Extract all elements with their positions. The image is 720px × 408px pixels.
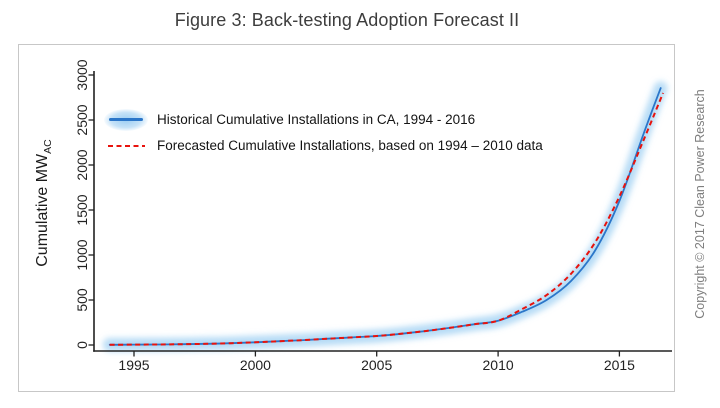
- y-tick-label-500: 500: [74, 288, 90, 312]
- forecast-swatch: [104, 134, 148, 158]
- figure-title: Figure 3: Back-testing Adoption Forecast…: [174, 10, 520, 30]
- x-tick-label-2005: 2005: [361, 357, 393, 373]
- x-tick-label-2010: 2010: [482, 357, 514, 373]
- legend-item-forecast: Forecasted Cumulative Installations, bas…: [104, 133, 543, 158]
- forecast-swatch-line: [108, 144, 145, 147]
- x-tick-label-2000: 2000: [239, 357, 271, 373]
- chart-frame: [18, 44, 675, 392]
- historical-swatch: [104, 108, 148, 132]
- legend-label-historical: Historical Cumulative Installations in C…: [157, 112, 476, 127]
- copyright-notice: Copyright © 2017 Clean Power Research: [693, 89, 707, 319]
- legend-item-historical: Historical Cumulative Installations in C…: [104, 107, 543, 132]
- y-tick-label-1000: 1000: [74, 239, 90, 271]
- y-tick-label-1500: 1500: [74, 194, 90, 226]
- historical-swatch-line: [109, 118, 143, 121]
- y-tick-label-3000: 3000: [74, 59, 90, 91]
- y-tick-label-2000: 2000: [74, 149, 90, 181]
- y-axis-title-main: Cumulative MW: [33, 153, 51, 267]
- legend-label-forecast: Forecasted Cumulative Installations, bas…: [157, 138, 543, 153]
- y-tick-label-0: 0: [74, 341, 90, 349]
- y-axis-title: Cumulative MWAC: [34, 139, 54, 267]
- legend: Historical Cumulative Installations in C…: [104, 107, 543, 158]
- x-tick-label-2015: 2015: [603, 357, 635, 373]
- y-tick-label-2500: 2500: [74, 104, 90, 136]
- y-axis-title-subscript: AC: [42, 139, 55, 154]
- x-tick-label-1995: 1995: [118, 357, 150, 373]
